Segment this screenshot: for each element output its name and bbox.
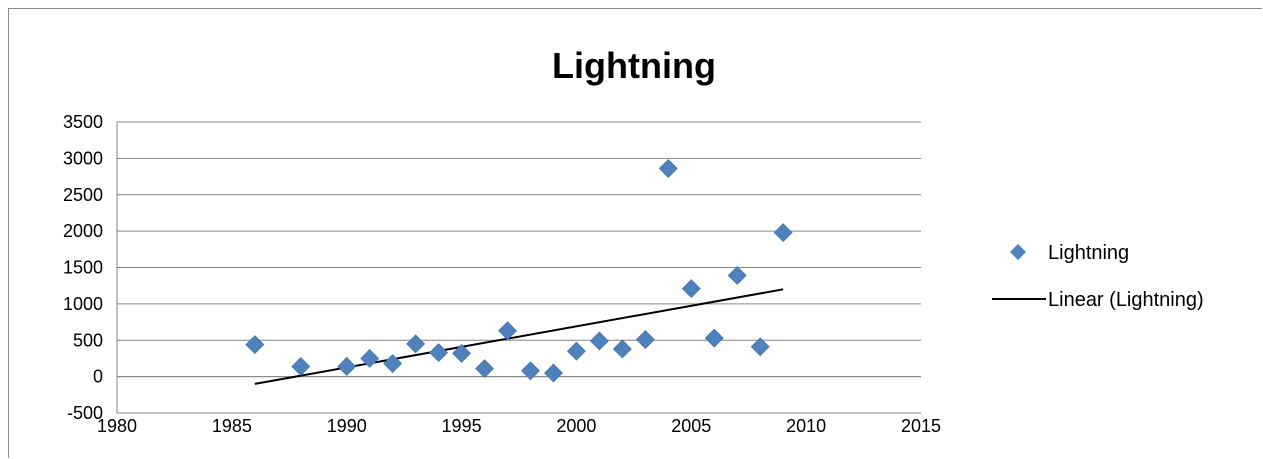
data-point <box>658 159 678 178</box>
x-tick-label: 2010 <box>786 416 826 436</box>
y-tick-label: 0 <box>93 367 103 387</box>
gridlines <box>117 121 921 414</box>
data-point <box>773 223 793 243</box>
legend-label-linear: Linear (Lightning) <box>1048 289 1204 311</box>
y-tick-label: 3500 <box>63 112 103 132</box>
data-point <box>291 357 311 376</box>
y-tick-label: 1500 <box>63 258 103 278</box>
data-point <box>750 337 770 357</box>
data-point <box>245 335 265 355</box>
data-point <box>635 330 655 349</box>
y-tick-label: 3000 <box>63 148 103 168</box>
data-point <box>452 343 471 363</box>
data-point <box>681 279 701 299</box>
x-axis-tick-labels: 1980 1985 1990 1995 2000 2005 2010 2015 <box>97 416 941 436</box>
y-tick-label: 2000 <box>63 221 103 241</box>
legend: Lightning Linear (Lightning) <box>992 242 1204 311</box>
y-tick-label: 2500 <box>63 185 103 205</box>
x-tick-label: 1990 <box>327 416 367 436</box>
chart-frame <box>8 8 1262 458</box>
data-point <box>337 357 357 376</box>
chart-title: Lightning <box>552 45 716 86</box>
x-tick-label: 1980 <box>97 416 137 436</box>
data-point <box>360 349 380 368</box>
data-point <box>544 363 563 383</box>
x-tick-label: 1985 <box>212 416 252 436</box>
axes <box>116 122 921 413</box>
data-point <box>475 359 494 379</box>
y-axis-tick-labels: 3500 3000 2500 2000 1500 1000 500 0 -500 <box>63 112 103 423</box>
data-point <box>589 331 609 351</box>
data-points <box>245 159 793 383</box>
data-point <box>567 341 586 361</box>
data-point <box>406 334 426 354</box>
data-point <box>727 266 747 285</box>
y-tick-label: -500 <box>67 403 103 423</box>
x-tick-label: 2005 <box>671 416 711 436</box>
data-point <box>704 328 724 348</box>
data-point <box>383 354 403 373</box>
x-tick-label: 1995 <box>442 416 482 436</box>
data-point <box>498 321 517 341</box>
data-point <box>612 339 632 359</box>
legend-marker-lightning <box>1010 244 1026 260</box>
legend-label-lightning: Lightning <box>1048 242 1129 264</box>
x-tick-label: 2015 <box>901 416 941 436</box>
data-point <box>521 361 540 381</box>
data-point <box>429 343 449 363</box>
x-tick-label: 2000 <box>556 416 596 436</box>
y-tick-label: 1000 <box>63 294 103 314</box>
y-tick-label: 500 <box>73 330 103 350</box>
